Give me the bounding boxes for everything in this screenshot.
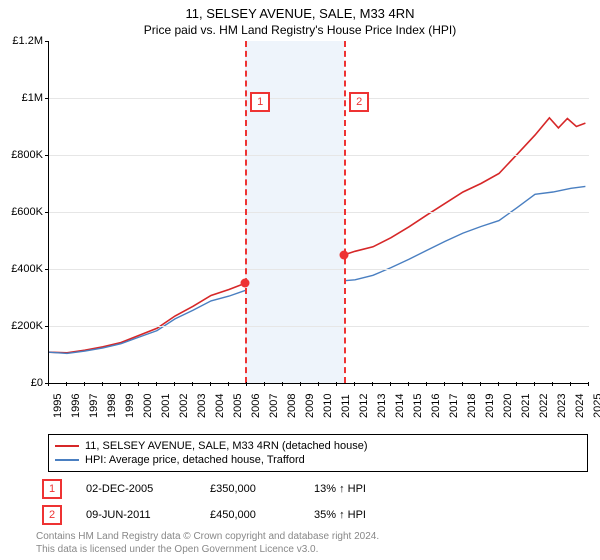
x-tick-label: 2025 [592, 394, 600, 418]
event-date: 02-DEC-2005 [86, 483, 186, 495]
chart-footer: Contains HM Land Registry data © Crown c… [36, 530, 588, 556]
chart-legend: 11, SELSEY AVENUE, SALE, M33 4RN (detach… [48, 434, 588, 472]
event-marker: 1 [42, 479, 62, 499]
y-tick-label: £0 [1, 377, 43, 389]
x-tick-label: 2002 [178, 394, 190, 418]
y-tick-label: £800K [1, 149, 43, 161]
x-tick-label: 2018 [466, 394, 478, 418]
x-tick-label: 2014 [394, 394, 406, 418]
footer-line: This data is licensed under the Open Gov… [36, 543, 588, 556]
chart-marker-box: 2 [349, 92, 369, 112]
chart-subtitle: Price paid vs. HM Land Registry's House … [0, 21, 600, 37]
y-tick-label: £400K [1, 263, 43, 275]
x-tick-label: 2000 [142, 394, 154, 418]
sale-events: 1 02-DEC-2005 £350,000 13% ↑ HPI 2 09-JU… [36, 476, 588, 528]
x-tick-label: 2012 [358, 394, 370, 418]
event-price: £350,000 [210, 483, 290, 495]
x-tick-label: 2024 [574, 394, 586, 418]
legend-label: HPI: Average price, detached house, Traf… [85, 454, 305, 466]
legend-swatch [55, 445, 79, 447]
x-tick-label: 2015 [412, 394, 424, 418]
y-tick-label: £200K [1, 320, 43, 332]
y-tick-label: £1.2M [1, 35, 43, 47]
x-tick-label: 2009 [304, 394, 316, 418]
x-tick-label: 2013 [376, 394, 388, 418]
x-tick-label: 1999 [124, 394, 136, 418]
chart-title: 11, SELSEY AVENUE, SALE, M33 4RN [0, 0, 600, 21]
event-price: £450,000 [210, 509, 290, 521]
sale-dot [340, 250, 349, 259]
chart-marker-box: 1 [250, 92, 270, 112]
x-tick-label: 2022 [538, 394, 550, 418]
x-tick-label: 2008 [286, 394, 298, 418]
x-tick-label: 2023 [556, 394, 568, 418]
event-row: 2 09-JUN-2011 £450,000 35% ↑ HPI [36, 502, 588, 528]
legend-label: 11, SELSEY AVENUE, SALE, M33 4RN (detach… [85, 440, 368, 452]
x-tick-label: 1997 [88, 394, 100, 418]
event-delta: 13% ↑ HPI [314, 483, 366, 495]
x-tick-label: 1998 [106, 394, 118, 418]
event-row: 1 02-DEC-2005 £350,000 13% ↑ HPI [36, 476, 588, 502]
x-tick-label: 2016 [430, 394, 442, 418]
event-marker: 2 [42, 505, 62, 525]
legend-item: HPI: Average price, detached house, Traf… [55, 453, 581, 467]
x-tick-label: 2020 [502, 394, 514, 418]
legend-item: 11, SELSEY AVENUE, SALE, M33 4RN (detach… [55, 439, 581, 453]
legend-swatch [55, 459, 79, 461]
event-delta: 35% ↑ HPI [314, 509, 366, 521]
x-tick-label: 2011 [340, 394, 352, 418]
price-chart: £0£200K£400K£600K£800K£1M£1.2M12 [48, 41, 589, 384]
x-tick-label: 1996 [70, 394, 82, 418]
x-tick-label: 2006 [250, 394, 262, 418]
x-tick-label: 2017 [448, 394, 460, 418]
event-date: 09-JUN-2011 [86, 509, 186, 521]
y-tick-label: £1M [1, 92, 43, 104]
x-tick-label: 2010 [322, 394, 334, 418]
x-tick-label: 2001 [160, 394, 172, 418]
x-tick-label: 1995 [52, 394, 64, 418]
x-tick-label: 2021 [520, 394, 532, 418]
sale-dot [241, 279, 250, 288]
y-tick-label: £600K [1, 206, 43, 218]
footer-line: Contains HM Land Registry data © Crown c… [36, 530, 588, 543]
x-tick-label: 2007 [268, 394, 280, 418]
x-tick-label: 2005 [232, 394, 244, 418]
x-tick-label: 2004 [214, 394, 226, 418]
x-tick-label: 2003 [196, 394, 208, 418]
x-axis-ticks: 1995 1996 1997 1998 1999 2000 2001 2002 2003 2004… [48, 384, 588, 430]
x-tick-label: 2019 [484, 394, 496, 418]
